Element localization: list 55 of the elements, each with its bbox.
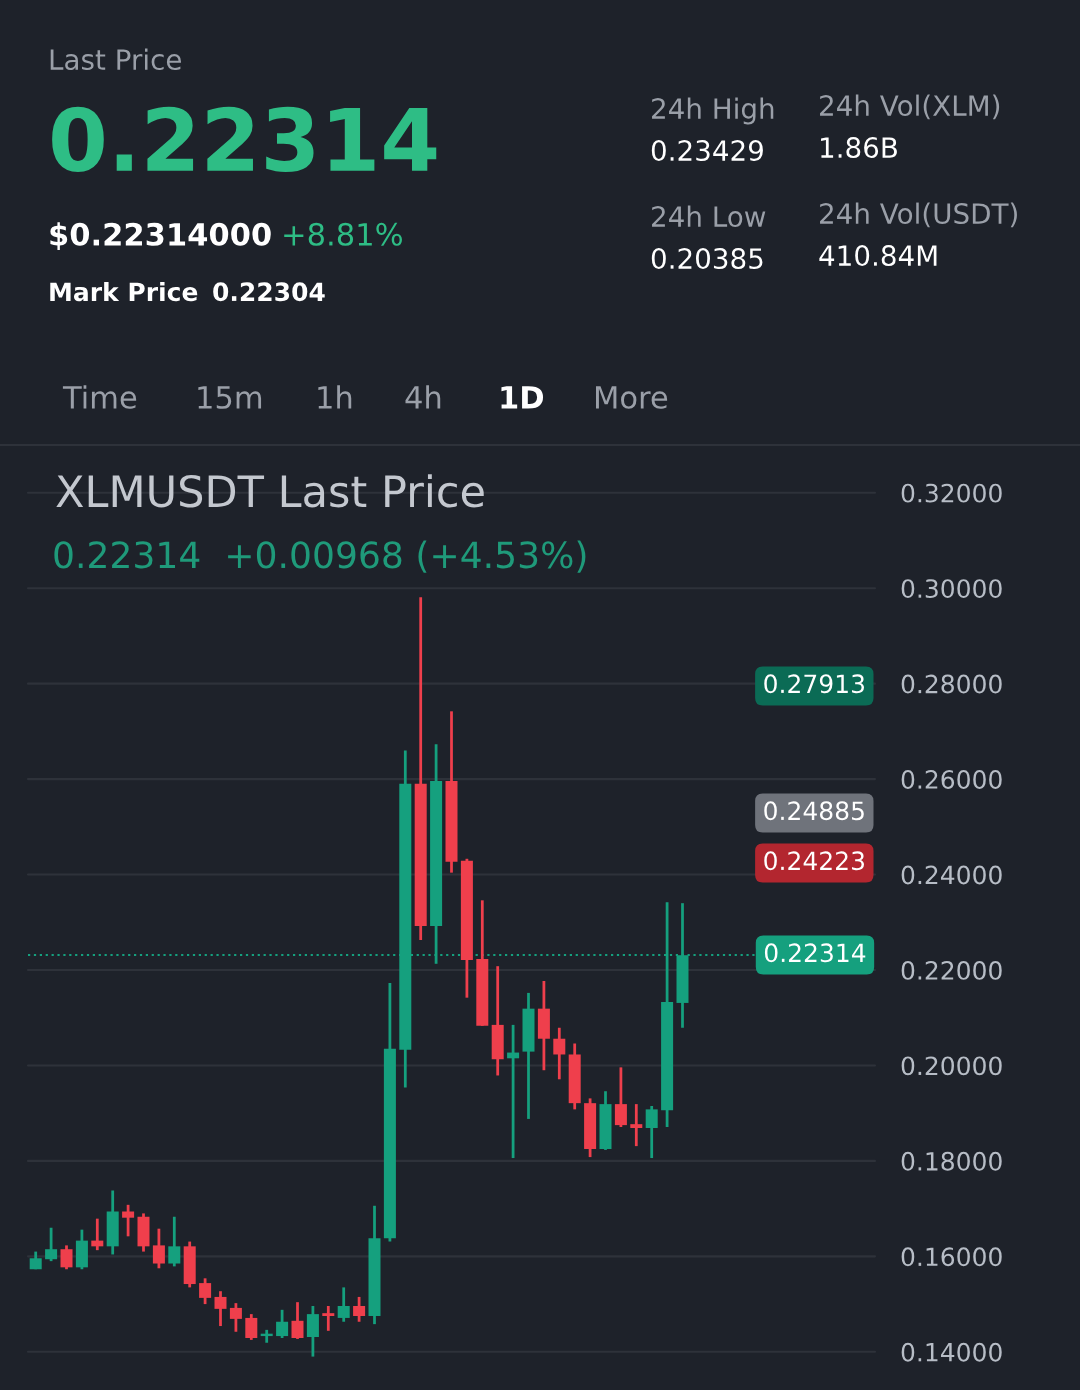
candlestick bbox=[60, 1244, 73, 1271]
text: 24h Low bbox=[652, 205, 766, 228]
ref-line-label: 0.22314 bbox=[764, 943, 866, 963]
y-tick-label: 0.20000 bbox=[901, 1056, 1002, 1076]
text: 1D bbox=[501, 386, 544, 409]
text: XLMUSDT Last Price bbox=[56, 474, 484, 508]
candlestick bbox=[353, 1295, 366, 1324]
text: 15m bbox=[198, 386, 262, 409]
candlestick bbox=[229, 1301, 242, 1334]
text: 1h bbox=[318, 385, 352, 409]
candlestick bbox=[122, 1203, 135, 1238]
candlestick bbox=[306, 1304, 319, 1358]
annotation: 0.27913 bbox=[764, 674, 864, 694]
text: 0.22304 bbox=[213, 282, 325, 302]
candlestick bbox=[291, 1300, 304, 1341]
y-tick-label: 0.24000 bbox=[901, 865, 1002, 885]
y-tick-label: 0.32000 bbox=[901, 483, 1002, 503]
candlestick bbox=[152, 1227, 165, 1270]
text: 0.22314 +0.00968 (+4.53%) bbox=[54, 540, 586, 573]
y-tick-label: 0.26000 bbox=[901, 770, 1002, 789]
candlestick bbox=[214, 1289, 227, 1328]
y-tick-label: 0.30000 bbox=[901, 579, 1002, 599]
text: +8.81% bbox=[284, 222, 402, 246]
text: More bbox=[596, 386, 668, 409]
candlestick bbox=[168, 1215, 181, 1268]
candlestick bbox=[553, 1026, 566, 1081]
candlestick bbox=[245, 1312, 258, 1342]
candlestick bbox=[614, 1065, 627, 1129]
text: 4h bbox=[405, 385, 441, 409]
candlestick bbox=[322, 1304, 335, 1333]
candlestick bbox=[276, 1308, 289, 1340]
text: $0.22314000 bbox=[50, 222, 271, 250]
y-tick-label: 0.14000 bbox=[901, 1342, 1002, 1362]
candlestick bbox=[630, 1102, 643, 1148]
text: Last Price bbox=[50, 48, 181, 71]
text: 0.23429 bbox=[651, 140, 763, 162]
candlestick bbox=[337, 1286, 350, 1324]
text: Time bbox=[62, 385, 137, 409]
text: 0.22314 bbox=[52, 106, 437, 172]
y-tick-label: 0.18000 bbox=[901, 1151, 1002, 1171]
candlestick bbox=[199, 1276, 212, 1306]
text: 0.20385 bbox=[651, 248, 763, 270]
y-tick-label: 0.16000 bbox=[901, 1247, 1002, 1267]
annotation: 0.24223 bbox=[764, 851, 864, 871]
candlestick bbox=[45, 1226, 58, 1263]
y-tick-label: 0.28000 bbox=[901, 674, 1002, 694]
y-tick-label: 0.22000 bbox=[901, 960, 1002, 980]
text: Mark Price bbox=[50, 281, 198, 302]
text: 24h Vol(USDT) bbox=[820, 202, 1017, 228]
candlestick bbox=[645, 1104, 658, 1160]
text: 1.86B bbox=[821, 137, 897, 159]
text: 24h Vol(XLM) bbox=[820, 94, 1000, 120]
annotation: 0.24885 bbox=[764, 801, 864, 821]
text: 24h High bbox=[652, 97, 774, 125]
text: 410.84M bbox=[819, 245, 937, 267]
